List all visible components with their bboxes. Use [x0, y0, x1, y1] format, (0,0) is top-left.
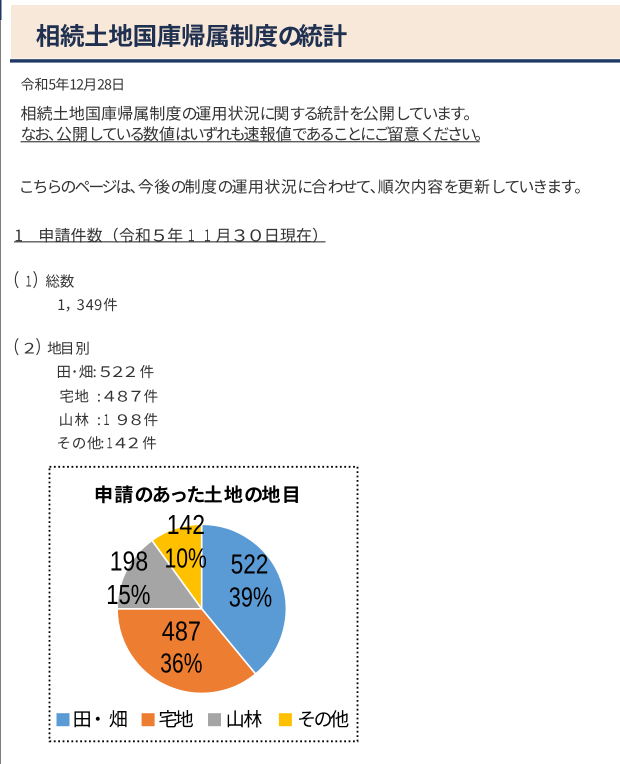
svg-text:10%: 10% [165, 543, 207, 574]
svg-text:36%: 36% [160, 647, 202, 678]
svg-text:487: 487 [162, 616, 201, 647]
svg-text:15%: 15% [106, 579, 150, 610]
svg-text:142: 142 [167, 509, 205, 540]
svg-text:198: 198 [110, 546, 148, 577]
svg-text:522: 522 [231, 549, 269, 580]
svg-text:39%: 39% [229, 582, 272, 613]
